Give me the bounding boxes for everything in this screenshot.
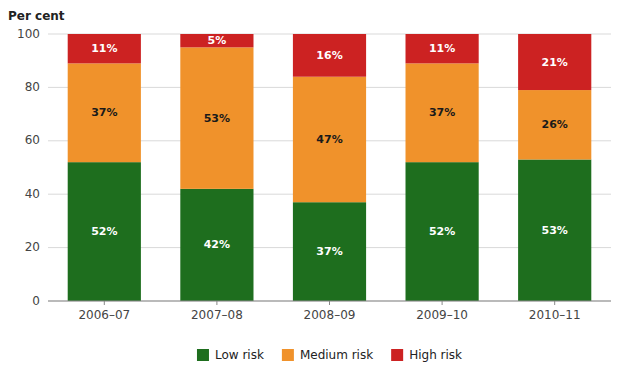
bar-segment	[68, 34, 141, 63]
bar-segment	[406, 162, 479, 301]
bar-segment	[518, 90, 591, 159]
bar-segment	[180, 47, 253, 189]
data-label: 47%	[316, 133, 342, 146]
data-label: 26%	[542, 118, 568, 131]
x-tick-label: 2009–10	[416, 308, 468, 322]
legend-label: High risk	[409, 348, 462, 362]
bar-segment	[406, 63, 479, 162]
data-label: 11%	[91, 42, 117, 55]
data-label: 53%	[204, 112, 230, 125]
legend-label: Low risk	[215, 348, 264, 362]
x-tick-label: 2010–11	[529, 308, 581, 322]
grid	[48, 34, 611, 301]
bar-segment	[293, 202, 366, 301]
data-label: 11%	[429, 42, 455, 55]
y-tick-label: 80	[25, 80, 40, 94]
data-label: 52%	[91, 225, 117, 238]
data-label: 42%	[204, 238, 230, 251]
data-label: 5%	[208, 34, 227, 47]
bar-segment	[68, 162, 141, 301]
x-tick	[104, 301, 105, 305]
legend-swatch	[391, 349, 403, 361]
x-tick-label: 2007–08	[191, 308, 243, 322]
x-tick	[442, 301, 443, 305]
data-label: 53%	[542, 224, 568, 237]
y-tick-label: 40	[25, 187, 40, 201]
bar-segment	[518, 34, 591, 90]
data-label: 37%	[429, 106, 455, 119]
bar-segment	[406, 34, 479, 63]
bar-segment	[180, 34, 253, 47]
x-tick	[554, 301, 555, 305]
data-labels: 52% 42% 37% 52% 53% 37% 53% 47% 37% 26% 11% 5% 16% 11…	[91, 34, 568, 258]
bar-segment	[68, 63, 141, 162]
y-tick-label: 60	[25, 133, 40, 147]
legend-swatch	[197, 349, 209, 361]
bars	[68, 34, 592, 301]
y-tick-label: 20	[25, 240, 40, 254]
bar-segment	[180, 189, 253, 301]
data-label: 37%	[316, 245, 342, 258]
bar-segment	[293, 77, 366, 202]
legend: Low risk Medium risk High risk	[197, 348, 462, 362]
data-label: 37%	[91, 106, 117, 119]
data-label: 52%	[429, 225, 455, 238]
y-axis-label: Per cent	[8, 9, 65, 23]
x-tick	[216, 301, 217, 305]
data-label: 21%	[542, 56, 568, 69]
x-axis: 2006–07 2007–08 2008–09 2009–10 2010–11	[48, 301, 611, 322]
y-tick-label: 100	[17, 27, 40, 41]
y-tick-label: 0	[32, 294, 40, 308]
data-label: 16%	[316, 49, 342, 62]
chart: 0 20 40 60 80 100 Per cent 52% 42% 37% 52% 53% 37% 53…	[0, 0, 625, 377]
bar-segment	[293, 34, 366, 77]
legend-label: Medium risk	[300, 348, 373, 362]
x-tick-label: 2008–09	[304, 308, 356, 322]
bar-segment	[518, 159, 591, 301]
legend-swatch	[282, 349, 294, 361]
x-tick	[329, 301, 330, 305]
x-tick-label: 2006–07	[78, 308, 130, 322]
